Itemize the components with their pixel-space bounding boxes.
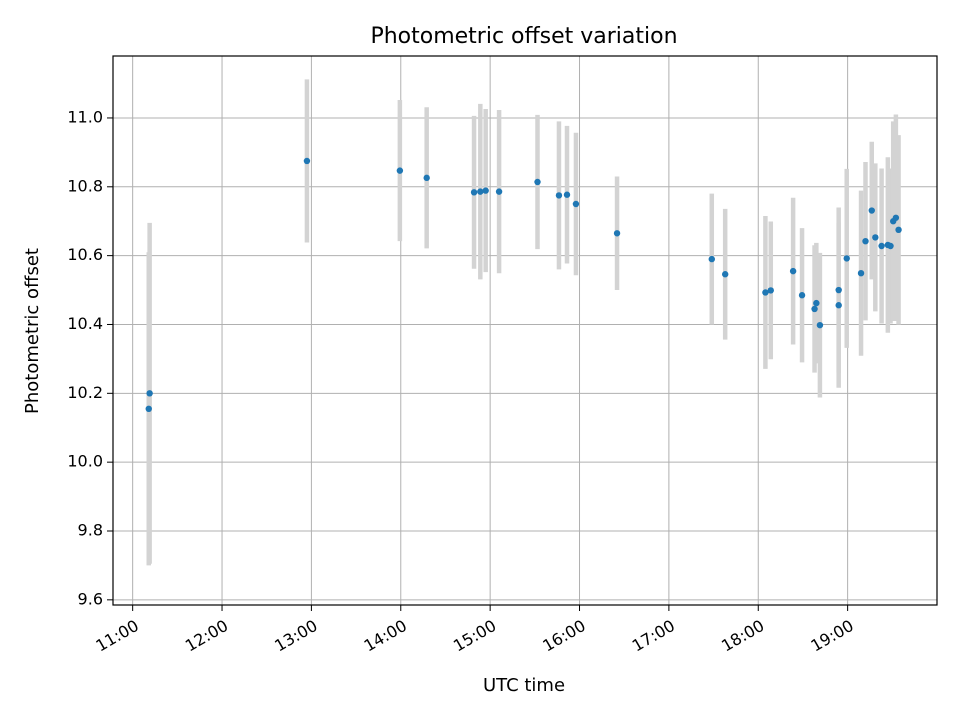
data-point xyxy=(862,237,869,245)
y-tick-label: 9.8 xyxy=(78,520,103,539)
data-point xyxy=(303,157,311,165)
plot-frame xyxy=(112,55,938,606)
data-point xyxy=(482,187,489,194)
data-point xyxy=(396,167,404,174)
data-point xyxy=(835,286,842,294)
data-point xyxy=(572,200,580,208)
data-point xyxy=(146,390,153,397)
data-point xyxy=(811,305,818,313)
data-point xyxy=(895,226,902,234)
data-point xyxy=(887,242,894,250)
data-point xyxy=(878,242,885,250)
data-point xyxy=(767,287,774,294)
data-point xyxy=(789,267,797,275)
data-point xyxy=(868,207,875,214)
y-axis-label: Photometric offset xyxy=(22,248,43,414)
data-point xyxy=(762,289,769,296)
y-tick-label: 10.2 xyxy=(67,383,103,402)
data-point xyxy=(813,299,820,307)
data-point xyxy=(613,230,621,237)
y-tick-label: 10.6 xyxy=(67,245,103,264)
data-point xyxy=(798,292,806,299)
chart-title: Photometric offset variation xyxy=(370,24,677,49)
data-point xyxy=(470,189,478,196)
data-points xyxy=(145,157,902,413)
data-point xyxy=(495,188,503,195)
data-point xyxy=(843,255,850,262)
data-point xyxy=(721,271,729,278)
y-tick-label: 10.4 xyxy=(67,314,103,333)
y-tick-label: 11.0 xyxy=(67,107,103,126)
y-tick-label: 10.0 xyxy=(67,452,103,471)
x-axis-label: UTC time xyxy=(483,675,565,696)
y-tick-label: 10.8 xyxy=(67,176,103,195)
data-point xyxy=(145,405,152,413)
data-point xyxy=(857,269,865,277)
data-point xyxy=(534,178,541,186)
data-point xyxy=(872,234,879,241)
y-axis-ticks: 9.6 9.8 10.0 10.2 10.4 10.6 10.8 11.0 xyxy=(67,107,113,608)
data-point xyxy=(708,255,715,263)
data-point xyxy=(563,191,571,198)
data-point xyxy=(423,174,430,182)
data-point xyxy=(892,214,900,221)
grid xyxy=(113,56,937,605)
data-point xyxy=(477,188,484,195)
data-point xyxy=(835,302,842,309)
y-tick-label: 9.6 xyxy=(78,589,103,608)
data-point xyxy=(555,192,563,199)
data-point xyxy=(816,321,824,329)
